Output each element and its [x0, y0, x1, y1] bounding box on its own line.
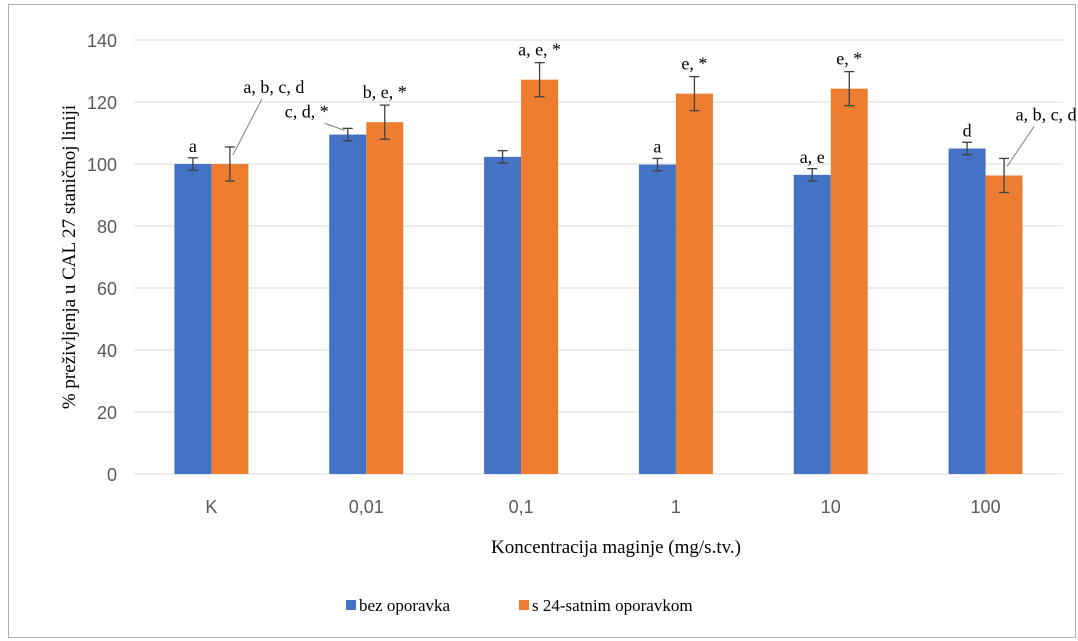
bar [985, 175, 1023, 474]
bar [948, 148, 986, 474]
data-label: a [653, 137, 661, 157]
x-tick-label: 100 [971, 497, 1001, 517]
bar [521, 79, 559, 475]
x-tick-label: 0,1 [509, 497, 534, 517]
y-axis-title: % preživljenja u CAL 27 staničnoj liniji [59, 105, 80, 409]
bar [211, 164, 249, 474]
bar [793, 174, 831, 474]
bar [484, 156, 522, 474]
bar [174, 164, 212, 474]
data-label: a, b, c, d [243, 77, 304, 97]
x-axis-title: Koncentracija maginje (mg/s.tv.) [491, 537, 741, 558]
data-label: a, e, * [518, 40, 561, 60]
data-labels: a c, d, * a a, e d a, b, c, d b, e, * a, e, * e,… [189, 40, 1077, 167]
legend: bez oporavka s 24-satnim oporavkom [346, 596, 693, 615]
error-bars [187, 61, 1010, 194]
data-label: e, * [836, 49, 862, 69]
y-tick-label: 40 [97, 341, 117, 361]
data-label: a, b, c, d [1016, 104, 1077, 124]
bar [675, 93, 713, 474]
y-tick-label: 140 [87, 31, 117, 51]
data-label: a, e [800, 147, 825, 167]
legend-swatch [519, 600, 529, 610]
y-tick-label: 60 [97, 279, 117, 299]
data-label: e, * [681, 54, 707, 74]
x-tick-label: K [205, 497, 217, 517]
x-tick-label: 10 [821, 497, 841, 517]
x-tick-label: 1 [671, 497, 681, 517]
bars [174, 79, 1023, 475]
y-tick-label: 120 [87, 93, 117, 113]
label-leader-line [232, 98, 263, 156]
bar [830, 88, 868, 475]
data-label: d [963, 121, 972, 141]
bar [366, 122, 404, 475]
legend-label: bez oporavka [359, 596, 451, 615]
x-tick-label: 0,01 [349, 497, 384, 517]
bar [329, 134, 367, 475]
gridlines [134, 39, 1063, 475]
data-label: b, e, * [363, 82, 407, 102]
y-tick-label: 80 [97, 217, 117, 237]
label-leader-lines [232, 98, 1035, 167]
label-leader-line [1006, 126, 1035, 167]
y-tick-label: 100 [87, 155, 117, 175]
bar [638, 164, 676, 474]
tick-labels: 0 20 40 60 80 100 120 140 K 0,01 0,1 1 10 100 [87, 31, 1001, 517]
data-label: a [189, 136, 197, 156]
y-tick-label: 20 [97, 403, 117, 423]
legend-swatch [346, 600, 356, 610]
legend-label: s 24-satnim oporavkom [532, 596, 693, 615]
y-tick-label: 0 [107, 465, 117, 485]
data-label: c, d, * [285, 101, 329, 121]
label-leader-line [324, 122, 345, 131]
